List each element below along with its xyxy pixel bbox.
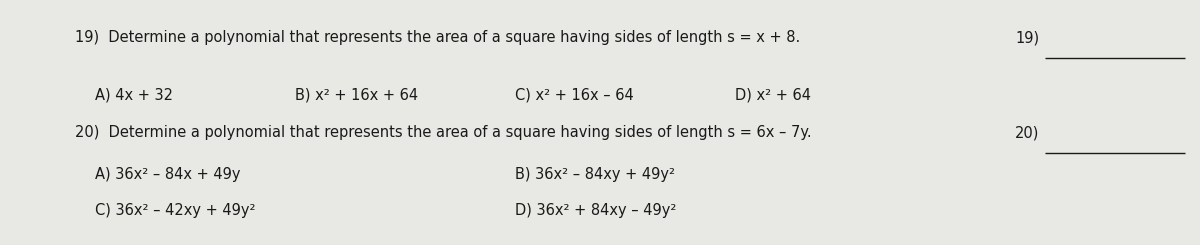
Text: D) x² + 64: D) x² + 64	[734, 87, 811, 102]
Text: 20)  Determine a polynomial that represents the area of a square having sides of: 20) Determine a polynomial that represen…	[74, 125, 811, 140]
Text: B) x² + 16x + 64: B) x² + 16x + 64	[295, 87, 418, 102]
Text: 19)  Determine a polynomial that represents the area of a square having sides of: 19) Determine a polynomial that represen…	[74, 30, 800, 45]
Text: C) 36x² – 42xy + 49y²: C) 36x² – 42xy + 49y²	[95, 203, 256, 218]
Text: 19): 19)	[1015, 30, 1039, 45]
Text: 20): 20)	[1015, 125, 1039, 140]
Text: A) 36x² – 84x + 49y: A) 36x² – 84x + 49y	[95, 167, 240, 182]
Text: A) 4x + 32: A) 4x + 32	[95, 87, 173, 102]
Text: B) 36x² – 84xy + 49y²: B) 36x² – 84xy + 49y²	[515, 167, 674, 182]
Text: D) 36x² + 84xy – 49y²: D) 36x² + 84xy – 49y²	[515, 203, 677, 218]
Text: C) x² + 16x – 64: C) x² + 16x – 64	[515, 87, 634, 102]
